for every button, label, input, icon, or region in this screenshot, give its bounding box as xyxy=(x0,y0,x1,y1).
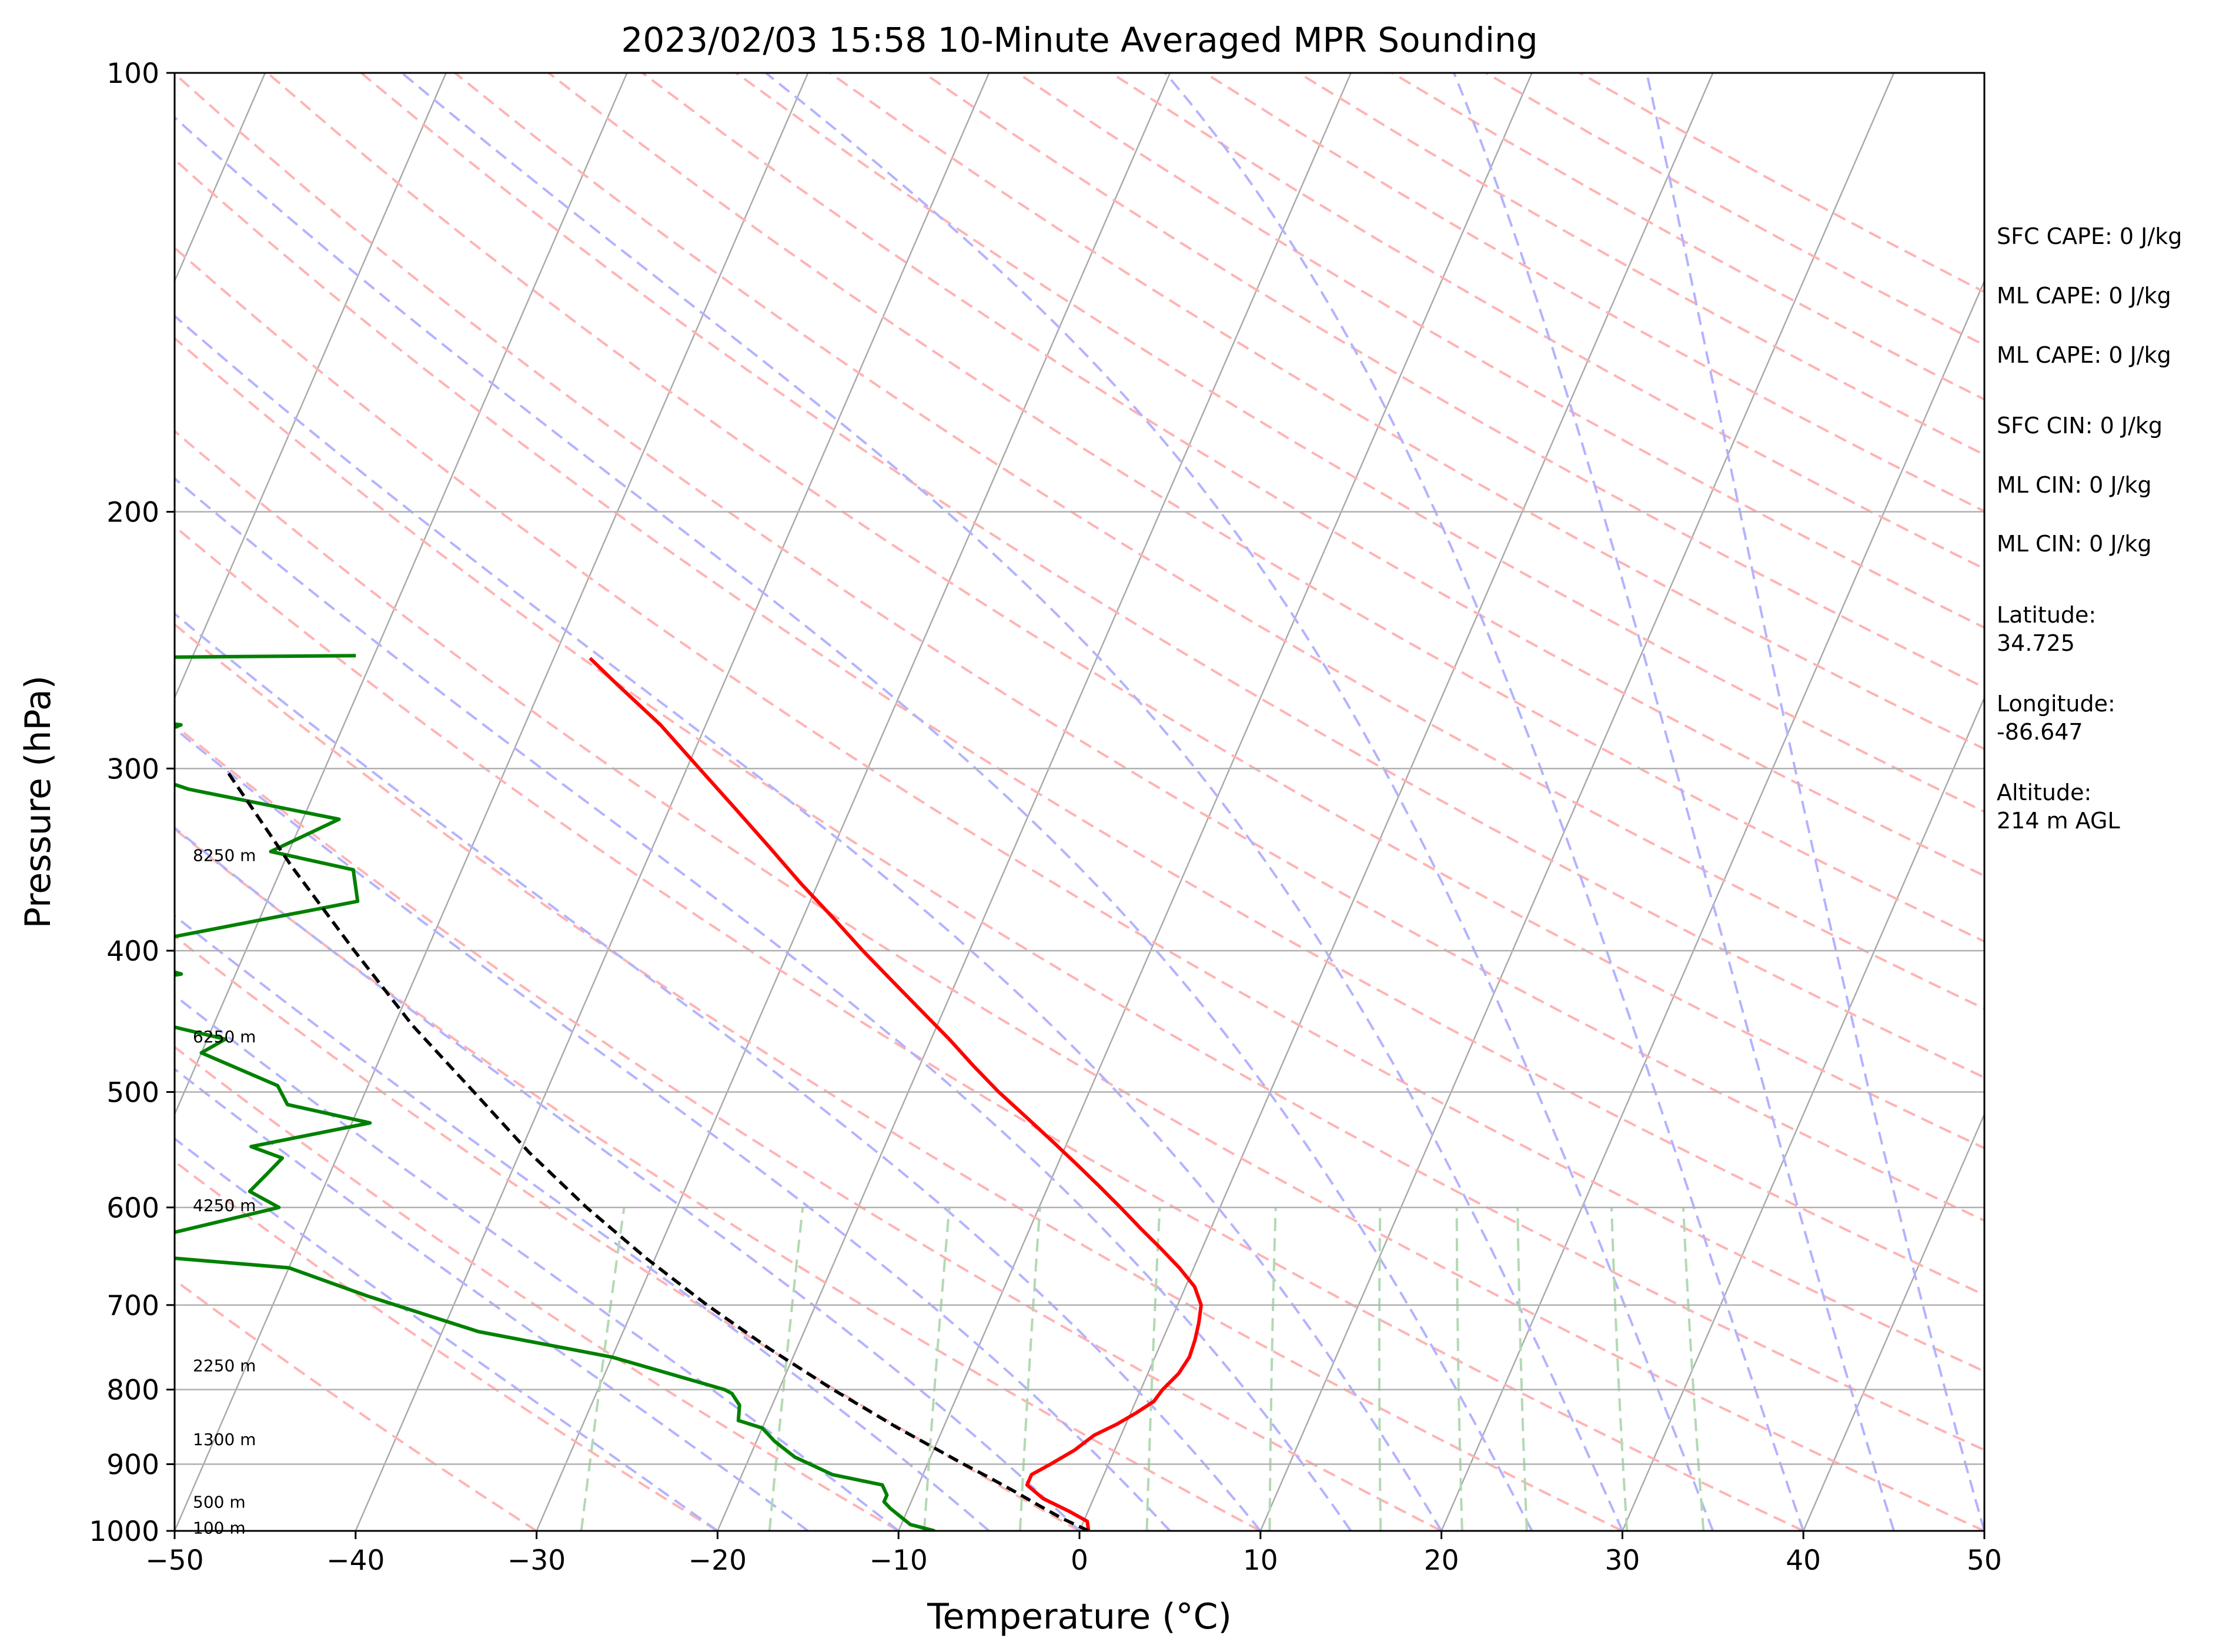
dry-adiabat-line xyxy=(175,246,1984,1373)
dry-adiabat-line xyxy=(735,73,1984,813)
moist-adiabat-line xyxy=(1164,73,1805,1531)
height-label: 2250 m xyxy=(193,1356,256,1375)
pressure-gridlines xyxy=(175,73,1984,1531)
sfc-cin-text: SFC CIN: 0 J/kg xyxy=(1997,413,2163,439)
height-label: 1300 m xyxy=(193,1430,256,1449)
isotherm-line xyxy=(1803,1112,1984,1531)
y-tick-label: 900 xyxy=(106,1449,159,1482)
isotherm-line xyxy=(1440,279,1984,1531)
moist-adiabat-line xyxy=(175,314,1443,1531)
y-tick-label: 200 xyxy=(106,497,159,529)
x-tick-label: −40 xyxy=(326,1544,385,1577)
altitude-label: Altitude: xyxy=(1997,780,2091,805)
x-axis-label: Temperature (°C) xyxy=(927,1596,1232,1637)
x-tick-label: −10 xyxy=(870,1544,928,1577)
background-reference-lines xyxy=(175,73,1984,1531)
y-axis-ticks: 1000 900 800 700 600 500 400 300 200 100 xyxy=(89,58,175,1548)
moist-adiabat-line xyxy=(175,612,1262,1531)
dry-adiabat-line xyxy=(175,429,1984,1531)
dewpoint-line xyxy=(175,654,935,1531)
moist-adiabat-line xyxy=(401,73,1624,1531)
dry-adiabat-line xyxy=(175,827,1261,1531)
dry-adiabat-line xyxy=(175,623,1623,1531)
y-tick-label: 700 xyxy=(106,1290,159,1322)
isotherm-line xyxy=(175,73,628,1116)
dry-adiabat-line xyxy=(360,73,1984,1079)
isotherm-line xyxy=(1078,73,1714,1531)
x-tick-label: 10 xyxy=(1243,1544,1278,1577)
x-tick-label: 40 xyxy=(1786,1544,1821,1577)
latitude-value: 34.725 xyxy=(1997,630,2075,656)
temperature-line xyxy=(589,657,1203,1531)
moist-adiabat-line xyxy=(1645,73,1984,1531)
y-tick-label: 400 xyxy=(106,935,159,968)
y-tick-label: 300 xyxy=(106,753,159,785)
y-tick-label: 500 xyxy=(106,1076,159,1109)
longitude-value: -86.647 xyxy=(1997,719,2083,745)
dry-adiabat-line xyxy=(175,336,1984,1452)
x-tick-label: −20 xyxy=(688,1544,747,1577)
x-tick-label: −50 xyxy=(145,1544,203,1577)
moist-adiabat-line xyxy=(175,1137,718,1531)
height-label: 500 m xyxy=(193,1492,246,1511)
moist-adiabat-line xyxy=(175,477,1352,1531)
height-label: 100 m xyxy=(193,1519,246,1538)
isotherm-line xyxy=(1259,73,1895,1531)
moist-adiabat-line xyxy=(175,1068,809,1531)
ml-cape-text: ML CAPE: 0 J/kg xyxy=(1997,283,2171,309)
dry-adiabat-line xyxy=(923,73,1984,689)
y-tick-label: 100 xyxy=(106,58,159,90)
x-tick-label: 0 xyxy=(1071,1544,1088,1577)
y-tick-label: 800 xyxy=(106,1375,159,1407)
isotherm-line xyxy=(898,73,1533,1531)
moist-adiabat-line xyxy=(1453,73,1896,1531)
dry-adiabat-line xyxy=(175,724,1442,1531)
height-labels: 100 m 500 m 1300 m 2250 m 4250 m 6250 m 8250 m xyxy=(193,846,256,1538)
stats-panel: SFC CAPE: 0 J/kg ML CAPE: 0 J/kg ML CAPE… xyxy=(1997,223,2182,834)
altitude-value: 214 m AGL xyxy=(1997,808,2120,834)
x-axis-ticks: −50 −40 −30 −20 −10 0 10 20 30 40 50 xyxy=(145,1531,2002,1577)
isotherm-line xyxy=(175,73,447,700)
y-tick-label: 1000 xyxy=(89,1516,159,1548)
ml-cin-text: ML CIN: 0 J/kg xyxy=(1997,472,2151,498)
moist-adiabat-line xyxy=(175,914,990,1531)
moist-adiabat-line xyxy=(175,826,1081,1531)
dry-adiabat-line xyxy=(266,73,1984,1150)
dry-adiabat-line xyxy=(175,1278,537,1531)
x-tick-label: 20 xyxy=(1424,1544,1459,1577)
y-axis-label: Pressure (hPa) xyxy=(18,675,59,928)
moist-adiabat-line xyxy=(765,73,1714,1531)
dry-adiabat-line xyxy=(547,73,1984,943)
moist-adiabat-line xyxy=(175,116,1533,1531)
latitude-label: Latitude: xyxy=(1997,602,2096,628)
dry-adiabat-line xyxy=(175,73,1984,1222)
x-tick-label: −30 xyxy=(507,1544,566,1577)
sounding-series xyxy=(175,654,1203,1531)
height-label: 6250 m xyxy=(193,1027,256,1046)
x-tick-label: 50 xyxy=(1967,1544,2002,1577)
ml-cape-text-2: ML CAPE: 0 J/kg xyxy=(1997,342,2171,368)
isotherm-line xyxy=(536,73,1171,1531)
isotherm-line xyxy=(1622,695,1984,1531)
height-label: 8250 m xyxy=(193,846,256,865)
dry-adiabat-line xyxy=(641,73,1984,877)
isotherm-line xyxy=(717,73,1352,1531)
isotherm-line xyxy=(355,73,990,1531)
ml-cin-text-2: ML CIN: 0 J/kg xyxy=(1997,531,2151,557)
longitude-label: Longitude: xyxy=(1997,691,2115,717)
dry-adiabat-line xyxy=(175,158,1984,1296)
moist-adiabat-line xyxy=(175,727,1171,1531)
y-tick-label: 600 xyxy=(106,1192,159,1225)
chart-title: 2023/02/03 15:58 10-Minute Averaged MPR … xyxy=(621,20,1538,60)
dry-adiabat-line xyxy=(175,1045,900,1531)
x-tick-label: 30 xyxy=(1605,1544,1640,1577)
isotherm-line xyxy=(175,73,809,1531)
sfc-cape-text: SFC CAPE: 0 J/kg xyxy=(1997,223,2182,249)
height-label: 4250 m xyxy=(193,1196,256,1215)
